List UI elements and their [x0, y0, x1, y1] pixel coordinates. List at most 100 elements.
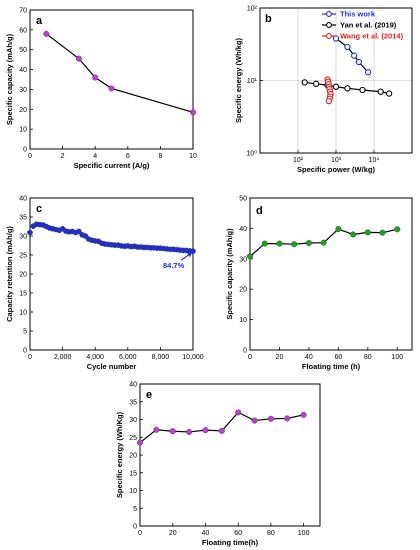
- data-point: [267, 415, 274, 422]
- chart-panel-a: 0 2 4 6 8 10 0 10 20 30 40 50 60 70 Specific current (…: [5, 8, 197, 171]
- y-tick-label: 5: [23, 329, 27, 336]
- chart-panel-c: 0 2,000 4,000 6,000 8,000 10,000 0 5 10 15 20 25 30 3…: [5, 196, 204, 372]
- data-point: [300, 411, 307, 418]
- panel-label: c: [36, 203, 42, 215]
- x-tick-label: 0: [28, 153, 32, 160]
- y-tick-label: 0: [23, 147, 27, 154]
- y-tick-label: 10: [239, 317, 247, 324]
- x-tick-label: 6,000: [119, 354, 137, 361]
- data-point: [189, 109, 196, 116]
- y-tick-label: 0: [243, 348, 247, 355]
- x-tick-label: 80: [364, 354, 372, 361]
- legend-marker: [326, 33, 332, 39]
- y-tick-label: 10: [19, 127, 27, 134]
- y-tick-label: 0: [23, 348, 27, 355]
- series-0: [43, 30, 196, 116]
- data-point: [332, 83, 340, 90]
- plot-frame: [249, 197, 413, 351]
- data-point: [364, 69, 372, 76]
- data-point: [76, 228, 82, 235]
- x-tick-label: 10²: [293, 157, 304, 164]
- x-tick-label: 10³: [331, 157, 342, 164]
- data-point: [284, 415, 291, 422]
- series-0: [136, 409, 307, 446]
- y-tick-label: 50: [19, 47, 27, 54]
- annotation-label: 84.7%: [163, 261, 185, 270]
- series-yan-et-al-2019-: [301, 79, 393, 97]
- data-point: [332, 35, 340, 42]
- series-line: [139, 411, 304, 444]
- data-point: [153, 426, 160, 433]
- data-point: [261, 240, 268, 247]
- y-tick-label: 25: [19, 253, 27, 260]
- data-point: [385, 90, 393, 97]
- x-tick-label: 20: [276, 354, 284, 361]
- x-tick-label: 100: [391, 354, 403, 361]
- data-point: [394, 226, 401, 233]
- data-point: [169, 428, 176, 435]
- data-point: [218, 427, 225, 434]
- x-tick-label: 60: [334, 354, 342, 361]
- y-tick-label: 50: [239, 196, 247, 203]
- x-tick-label: 10,000: [182, 354, 204, 361]
- legend-label: This work: [340, 10, 376, 19]
- y-tick-label: 40: [129, 382, 137, 389]
- x-tick-label: 40: [202, 530, 210, 537]
- x-tick-label: 6: [126, 153, 130, 160]
- x-tick-label: 10⁴: [369, 157, 380, 164]
- annotation: 84.7%: [163, 252, 192, 270]
- grid: [260, 7, 412, 154]
- data-point: [202, 427, 209, 434]
- chart-panel-d: 0 20 40 60 80 100 0 10 20 30 40 50 Floating time (h)…: [225, 196, 413, 371]
- data-point: [325, 97, 333, 105]
- y-tick-label: 40: [19, 67, 27, 74]
- legend-marker: [326, 22, 332, 28]
- data-point: [364, 229, 371, 236]
- x-tick-label: 0: [28, 354, 32, 361]
- y-tick-label: 5: [133, 506, 137, 513]
- x-tick-label: 8,000: [152, 354, 170, 361]
- y-tick-label: 40: [19, 196, 27, 203]
- x-tick-label: 2: [61, 153, 65, 160]
- y-tick-label: 10: [129, 488, 137, 495]
- y-axis-label: Capacity retention (mAh/g): [5, 226, 14, 322]
- annotation-arrowhead: [187, 252, 192, 258]
- data-point: [350, 52, 358, 59]
- data-point: [355, 58, 363, 66]
- plot-frame: [29, 197, 194, 351]
- y-tick-label: 40: [239, 226, 247, 233]
- data-point: [75, 55, 82, 62]
- x-axis-label: Specific power (W/kg): [297, 165, 375, 174]
- y-tick-label: 30: [19, 234, 27, 241]
- y-tick-label: 10²: [247, 6, 258, 13]
- legend-marker: [326, 11, 332, 17]
- data-point: [344, 43, 351, 51]
- y-tick-label: 15: [129, 470, 137, 477]
- y-tick-label: 20: [19, 107, 27, 114]
- legend: This work Yan et al. (2019) Wang et al. (2…: [322, 10, 404, 41]
- x-tick-label: 40: [305, 354, 313, 361]
- plot-frame: [139, 383, 321, 527]
- series-0: [246, 226, 401, 260]
- panel-label: d: [256, 205, 263, 217]
- series-0: [27, 221, 196, 254]
- x-tick-label: 20: [169, 530, 177, 537]
- x-tick-label: 10: [189, 153, 197, 160]
- y-tick-label: 30: [129, 417, 137, 424]
- data-point: [43, 30, 50, 37]
- y-tick-label: 25: [129, 435, 137, 442]
- y-axis-label: Specific energy (Wh/Kg): [115, 411, 124, 498]
- y-tick-label: 60: [19, 27, 27, 34]
- data-point: [246, 253, 253, 260]
- y-axis-label: Specific capacity (mAh/g): [5, 33, 14, 125]
- y-tick-label: 10¹: [247, 78, 258, 85]
- y-tick-label: 0: [133, 524, 137, 531]
- y-tick-label: 10: [19, 310, 27, 317]
- data-point: [305, 239, 312, 246]
- y-tick-label: 10⁰: [246, 150, 257, 158]
- data-point: [108, 85, 115, 92]
- legend-label: Wang et al. (2014): [340, 32, 404, 41]
- y-axis-label: Specific capacity (mAh/g): [225, 228, 234, 320]
- data-point: [92, 74, 99, 81]
